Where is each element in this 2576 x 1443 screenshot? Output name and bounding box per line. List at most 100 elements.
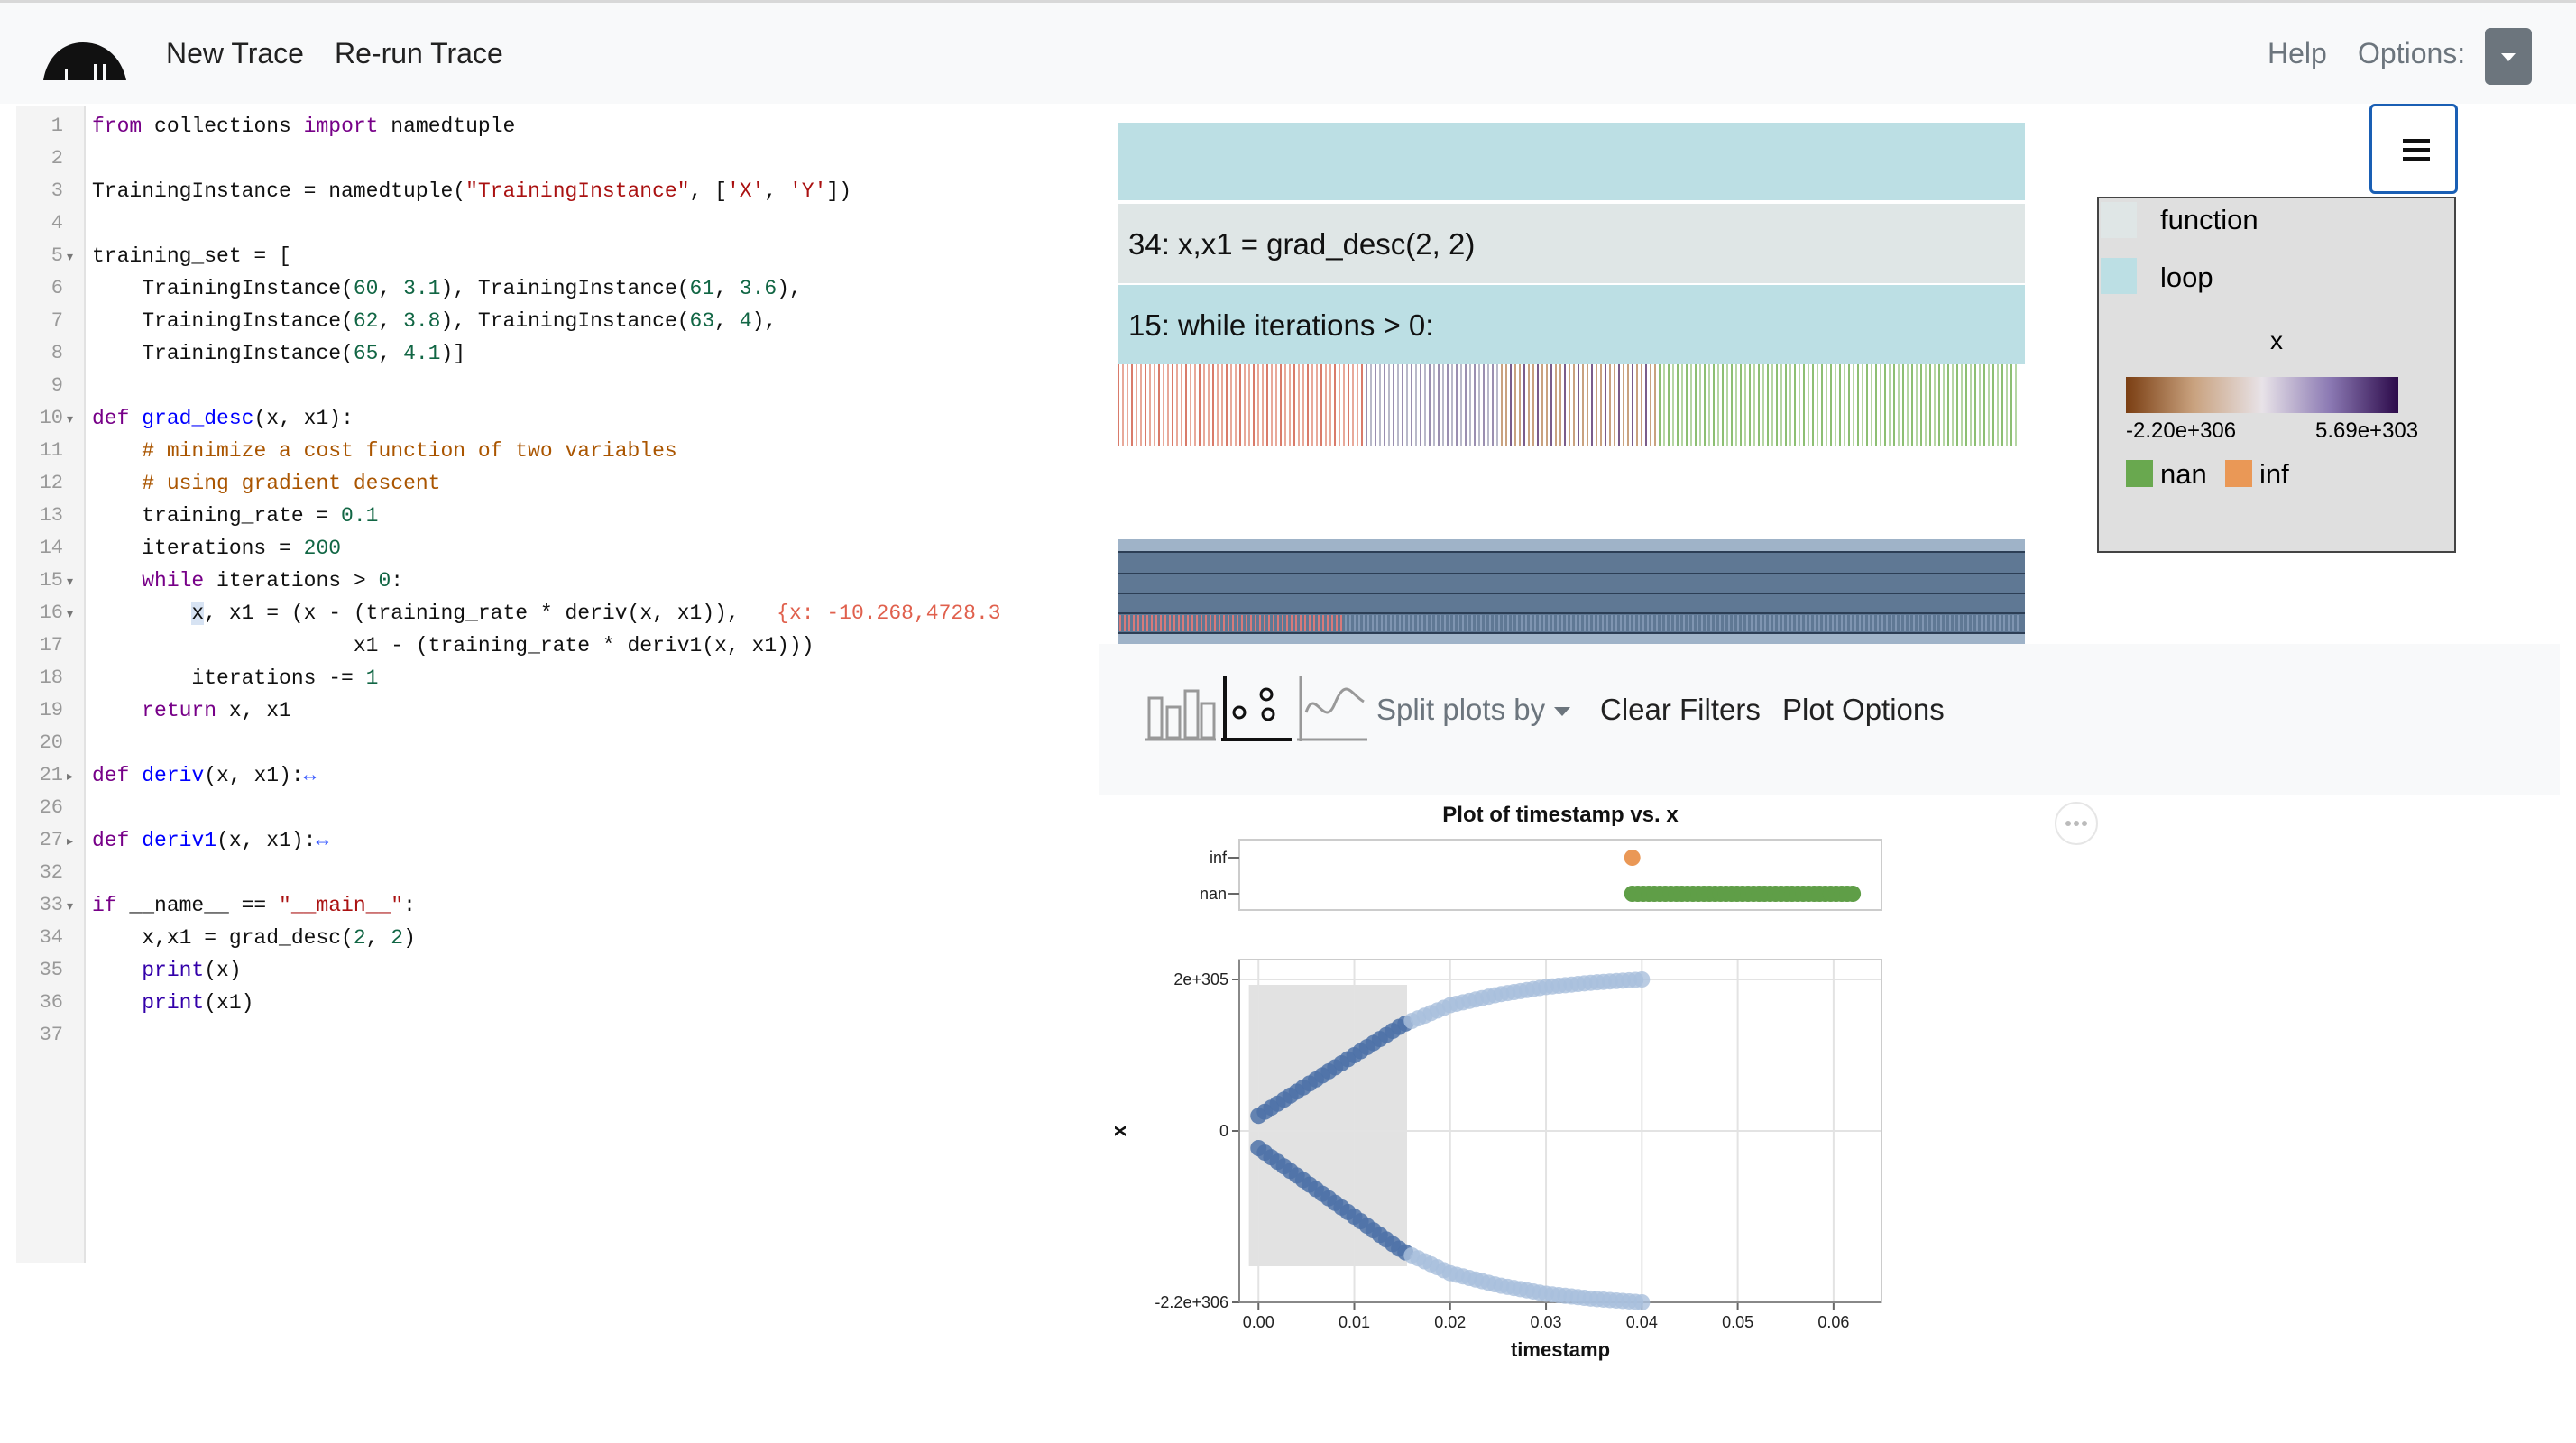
strip-tick — [1555, 364, 1557, 446]
strip-tick — [1136, 364, 1137, 446]
brush-selection[interactable] — [1248, 985, 1407, 1266]
overview-tick — [1264, 615, 1265, 631]
strip-tick — [1456, 364, 1458, 446]
strip-tick — [1208, 364, 1210, 446]
code-line: TrainingInstance = namedtuple("TrainingI… — [92, 179, 852, 203]
strip-tick — [1812, 364, 1814, 446]
scatter-plot-icon[interactable] — [1221, 676, 1292, 745]
strip-tick — [1325, 364, 1327, 446]
trace-row-loop[interactable]: 15: while iterations > 0: — [1118, 285, 2025, 364]
strip-tick — [1902, 364, 1904, 446]
overview-tick — [1390, 615, 1392, 631]
loop-bar-top[interactable] — [1118, 123, 2025, 200]
strip-tick — [1293, 364, 1295, 446]
hamburger-menu-button[interactable] — [2369, 104, 2458, 194]
fold-closed-icon[interactable]: ▸ — [67, 833, 74, 848]
strip-tick — [1889, 364, 1891, 446]
overview-tick — [1900, 615, 1901, 631]
fold-marker-icon[interactable]: ↔ — [303, 764, 317, 787]
overview-tick — [1530, 615, 1532, 631]
x-tick-label: 0.00 — [1243, 1313, 1274, 1331]
strip-tick — [1370, 364, 1372, 446]
overview-tick — [2008, 615, 2010, 631]
strip-tick — [1244, 364, 1246, 446]
strip-tick — [1451, 364, 1453, 446]
line-number: 9 — [51, 374, 63, 397]
overview-tick — [1408, 615, 1410, 631]
more-actions-button[interactable] — [2055, 802, 2098, 845]
code-line: print(x1) — [142, 991, 254, 1015]
strip-background — [1118, 364, 2025, 446]
new-trace-link[interactable]: New Trace — [166, 37, 304, 69]
value-color-strip[interactable] — [1118, 364, 2025, 446]
strip-tick — [1600, 364, 1602, 446]
line-number: 36 — [39, 991, 63, 1014]
overview-tick — [1845, 615, 1847, 631]
overview-tick — [1318, 615, 1320, 631]
split-plots-dropdown[interactable]: Split plots by — [1376, 693, 1571, 727]
overview-tick — [1579, 615, 1581, 631]
overview-tick — [1588, 615, 1590, 631]
fold-open-icon[interactable]: ▾ — [67, 249, 74, 263]
overview-tick — [1399, 615, 1401, 631]
overview-tick — [1255, 615, 1256, 631]
overview-tick — [1683, 615, 1685, 631]
scatter-point[interactable] — [1633, 971, 1651, 988]
strip-tick — [2001, 364, 2003, 446]
bar-chart-icon[interactable] — [1145, 680, 1216, 743]
line-number: 19 — [39, 699, 63, 722]
plot-options-button[interactable]: Plot Options — [1782, 693, 1945, 726]
strip-tick — [1853, 364, 1854, 446]
ellipsis-icon — [2065, 821, 2087, 826]
scatter-chart[interactable]: Plot of timestamp vs. x inf nan 0.00 0.01 0.0… — [1109, 801, 1903, 1369]
fold-open-icon[interactable]: ▾ — [67, 574, 74, 588]
code-editor[interactable]: 1 2 3 4 5 ▾ 6 7 8 9 10 ▾ 11 12 13 14 15 ▾ 16 ▾ 17 18 19 20 21 ▸ 26… — [16, 106, 1108, 1263]
overview-tick — [1440, 615, 1441, 631]
overview-tick — [1697, 615, 1698, 631]
nan-point[interactable] — [1845, 886, 1862, 902]
legend-inf-label: inf — [2259, 458, 2289, 490]
overview-tick — [1566, 615, 1568, 631]
overview-tick — [1611, 615, 1613, 631]
strip-tick — [1550, 364, 1552, 446]
strip-tick — [1717, 364, 1719, 446]
strip-tick — [1415, 364, 1417, 446]
fold-marker-icon[interactable]: ↔ — [316, 829, 329, 852]
overview-tick — [1286, 615, 1288, 631]
trace-row-function[interactable]: 34: x,x1 = grad_desc(2, 2) — [1118, 204, 2025, 283]
fold-open-icon[interactable]: ▾ — [67, 606, 74, 620]
trace-overview-minimap[interactable] — [1118, 539, 2025, 644]
inline-value-annotation[interactable]: {x: -10.268,4728.3 — [777, 602, 1001, 625]
strip-tick — [1271, 364, 1273, 446]
fold-closed-icon[interactable]: ▸ — [67, 768, 74, 783]
code-line: def grad_desc(x, x1): — [92, 407, 354, 430]
legend-panel: function loop x -2.20e+306 5.69e+303 nan… — [2097, 197, 2456, 553]
overview-tick — [1665, 615, 1667, 631]
fold-open-icon[interactable]: ▾ — [67, 411, 74, 426]
line-chart-icon[interactable] — [1297, 676, 1367, 745]
strip-tick — [1591, 364, 1593, 446]
overview-tick — [1814, 615, 1816, 631]
strip-tick — [1785, 364, 1787, 446]
code-line: def deriv(x, x1):↔ — [92, 764, 317, 787]
cloud-logo-icon[interactable] — [43, 37, 126, 82]
line-number: 13 — [39, 504, 63, 527]
clear-filters-button[interactable]: Clear Filters — [1600, 693, 1761, 726]
strip-tick — [1172, 364, 1173, 446]
strip-tick — [1650, 364, 1651, 446]
strip-tick — [1429, 364, 1431, 446]
strip-tick — [1830, 364, 1832, 446]
fold-open-icon[interactable]: ▾ — [67, 898, 74, 913]
overview-tick — [1615, 615, 1617, 631]
help-link[interactable]: Help — [2268, 37, 2327, 69]
overview-tick — [1606, 615, 1608, 631]
overview-tick — [1706, 615, 1707, 631]
strip-tick — [1641, 364, 1642, 446]
scatter-point[interactable] — [1633, 1294, 1651, 1310]
options-dropdown-button[interactable] — [2485, 28, 2532, 85]
code-line: training_rate = 0.1 — [92, 504, 379, 528]
overview-tick — [1881, 615, 1883, 631]
inf-point[interactable] — [1624, 850, 1641, 866]
strip-tick — [1145, 364, 1146, 446]
rerun-trace-link[interactable]: Re-run Trace — [335, 37, 503, 69]
